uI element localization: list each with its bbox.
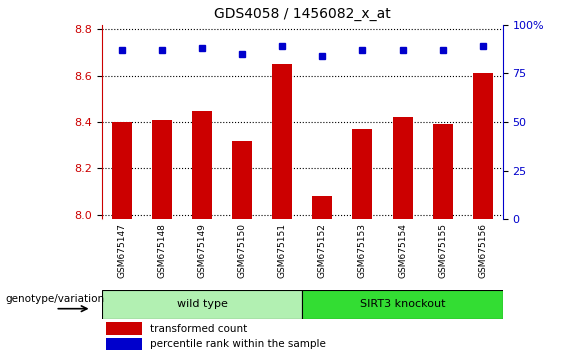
Text: SIRT3 knockout: SIRT3 knockout: [360, 299, 445, 309]
Bar: [393, 118, 412, 219]
Text: GSM675153: GSM675153: [358, 223, 367, 278]
Text: GSM675148: GSM675148: [158, 223, 166, 278]
Text: GSM675152: GSM675152: [318, 223, 327, 278]
Text: transformed count: transformed count: [150, 324, 247, 333]
Bar: [302, 290, 503, 319]
Bar: [272, 64, 292, 219]
Bar: [232, 141, 252, 219]
Title: GDS4058 / 1456082_x_at: GDS4058 / 1456082_x_at: [214, 7, 390, 21]
Text: wild type: wild type: [176, 299, 228, 309]
Text: GSM675149: GSM675149: [198, 223, 206, 278]
Bar: [102, 290, 302, 319]
Bar: [433, 125, 453, 219]
Text: GSM675155: GSM675155: [438, 223, 447, 278]
Bar: [106, 338, 142, 350]
Bar: [312, 196, 332, 219]
Bar: [192, 110, 212, 219]
Text: GSM675154: GSM675154: [398, 223, 407, 278]
Text: GSM675150: GSM675150: [238, 223, 246, 278]
Bar: [106, 322, 142, 335]
Text: GSM675151: GSM675151: [278, 223, 286, 278]
Text: GSM675156: GSM675156: [479, 223, 487, 278]
Text: genotype/variation: genotype/variation: [6, 294, 105, 304]
Bar: [473, 74, 493, 219]
Bar: [152, 120, 172, 219]
Bar: [112, 122, 132, 219]
Text: percentile rank within the sample: percentile rank within the sample: [150, 339, 325, 349]
Text: GSM675147: GSM675147: [118, 223, 126, 278]
Bar: [353, 129, 372, 219]
